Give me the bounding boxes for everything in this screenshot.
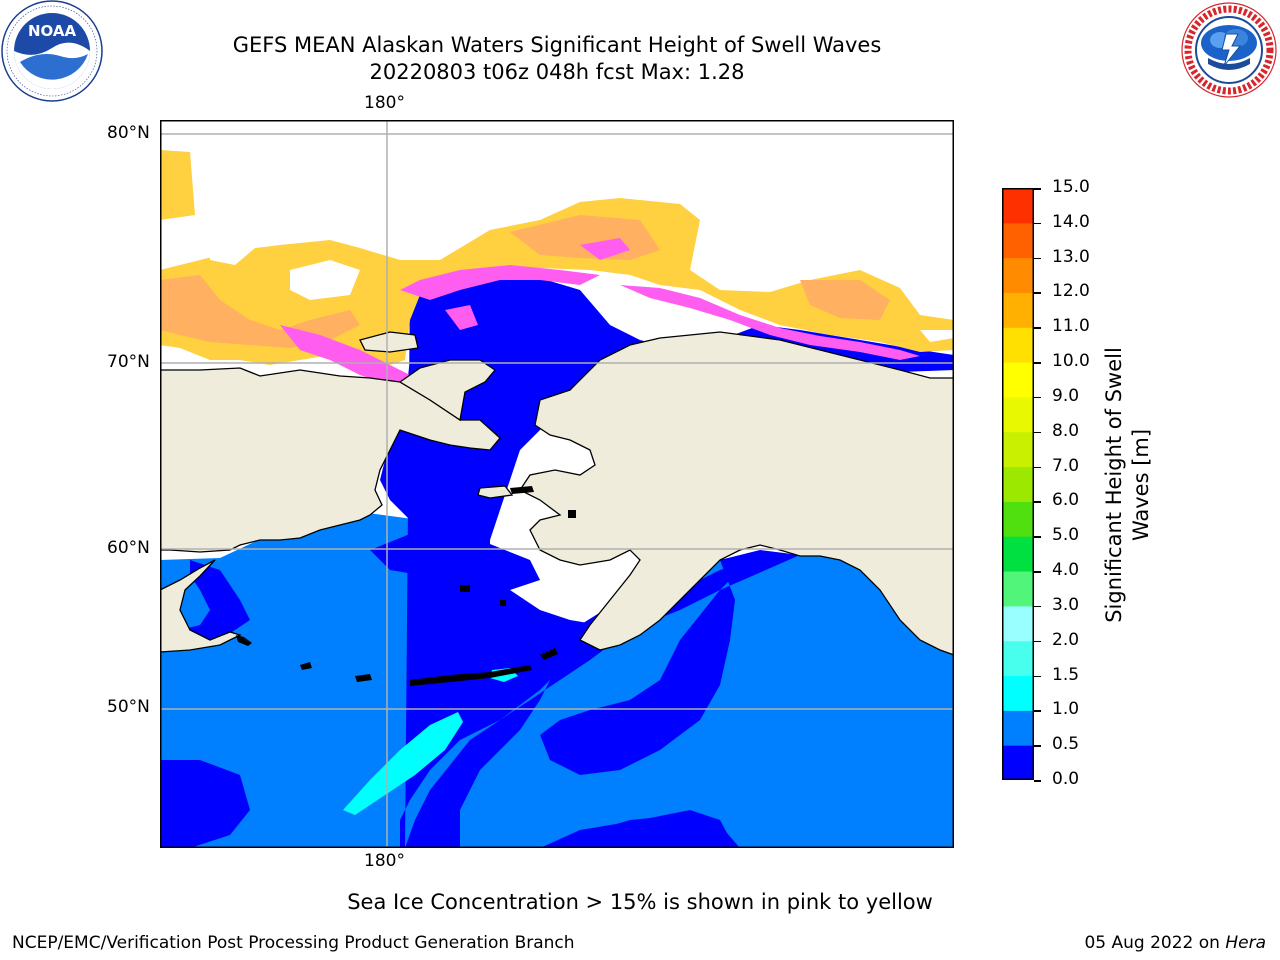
lat-label-70: 70°N	[107, 352, 150, 372]
nws-logo-icon	[1181, 2, 1277, 98]
colorbar	[1002, 188, 1034, 780]
noaa-logo-icon: NOAA	[1, 0, 103, 102]
colorbar-cell-14	[1002, 257, 1034, 293]
colorbar-tick-label: 15.0	[1052, 177, 1090, 197]
colorbar-tick-label: 8.0	[1052, 420, 1080, 441]
colorbar-tick-label: 13.0	[1052, 246, 1090, 267]
colorbar-tick-mark	[1034, 257, 1041, 260]
map-gridlines	[160, 120, 954, 848]
colorbar-tick-label: 0.0	[1052, 769, 1080, 789]
land-wrangel-island	[359, 331, 419, 353]
colorbar-cell-16	[1002, 188, 1034, 224]
colorbar-tick-mark	[1034, 571, 1041, 573]
colorbar-tick-label: 4.0	[1052, 560, 1080, 581]
colorbar-tick-mark	[1034, 640, 1041, 643]
ocean-low-swell-kamchatka	[160, 560, 250, 652]
ocean-low-swell-sw	[160, 760, 250, 848]
chart-subtitle: 20220803 t06z 048h fcst Max: 1.28	[369, 60, 745, 84]
colorbar-title-line1: Significant Height of Swell	[1102, 347, 1126, 623]
ocean-low-swell-north-gulf	[540, 550, 800, 775]
ocean-cyan-swell	[343, 712, 463, 815]
colorbar-tick-mark	[1034, 327, 1041, 329]
footer-credit: NCEP/EMC/Verification Post Processing Pr…	[12, 933, 575, 953]
colorbar-tick-mark	[1034, 396, 1041, 399]
colorbar-tick-mark	[1034, 466, 1041, 469]
colorbar-tick-label: 2.0	[1052, 629, 1080, 650]
ocean-low-swell-bering	[380, 270, 750, 848]
colorbar-cell-11	[1002, 362, 1034, 398]
map-frame	[160, 120, 954, 848]
lat-label-80: 80°N	[107, 123, 150, 143]
colorbar-cell-12	[1002, 327, 1034, 363]
colorbar-tick-label: 1.0	[1052, 699, 1080, 720]
lon-label-top: 180°	[364, 93, 405, 113]
colorbar-cell-4	[1002, 605, 1034, 642]
colorbar-tick-label: 6.0	[1052, 490, 1080, 511]
ocean-low-swell-aleutian	[370, 530, 540, 590]
footer-date: 05 Aug 2022 on Hera	[1084, 933, 1266, 953]
lat-label-60: 60°N	[107, 538, 150, 558]
colorbar-cell-7	[1002, 501, 1034, 537]
colorbar-tick-mark	[1034, 605, 1041, 608]
swell-height-map	[160, 120, 954, 848]
colorbar-cell-15	[1002, 222, 1034, 259]
lat-label-50: 50°N	[107, 697, 150, 717]
colorbar-title-line2: Waves [m]	[1129, 428, 1153, 542]
colorbar-tick-label: 10.0	[1052, 351, 1090, 372]
land-siberia	[160, 367, 501, 553]
colorbar-tick-label: 0.5	[1052, 734, 1080, 755]
colorbar-tick-label: 9.0	[1052, 385, 1080, 406]
colorbar-cell-3	[1002, 640, 1034, 677]
colorbar-tick-label: 5.0	[1052, 525, 1080, 546]
colorbar-tick-label: 1.5	[1052, 664, 1080, 685]
colorbar-cell-9	[1002, 431, 1034, 468]
colorbar-cell-2	[1002, 675, 1034, 711]
colorbar-tick-label: 11.0	[1052, 316, 1090, 337]
colorbar-cell-8	[1002, 466, 1034, 502]
colorbar-tick-mark	[1034, 536, 1041, 538]
sea-ice-yellow	[160, 150, 954, 365]
lon-label-bottom: 180°	[364, 851, 405, 871]
colorbar-tick-label: 12.0	[1052, 281, 1090, 302]
land-kamchatka	[160, 559, 242, 653]
colorbar-cell-10	[1002, 396, 1034, 433]
colorbar-tick-mark	[1034, 188, 1041, 190]
footer-host: Hera	[1225, 933, 1266, 953]
colorbar-cell-1	[1002, 710, 1034, 746]
sea-ice-pink	[280, 238, 920, 432]
colorbar-tick-label: 14.0	[1052, 211, 1090, 232]
colorbar-cell-6	[1002, 536, 1034, 572]
sea-ice-orange	[160, 215, 890, 348]
noaa-logo-text: NOAA	[28, 22, 77, 40]
colorbar-tick-mark	[1034, 745, 1041, 747]
colorbar-cell-13	[1002, 292, 1034, 328]
land-chukotka-peninsula	[398, 359, 496, 422]
sea-ice-footnote: Sea Ice Concentration > 15% is shown in …	[347, 890, 933, 914]
colorbar-cell-5	[1002, 571, 1034, 607]
colorbar-tick-mark	[1034, 292, 1041, 294]
colorbar-tick-mark	[1034, 675, 1041, 678]
colorbar-tick-label: 7.0	[1052, 455, 1080, 476]
colorbar-tick-mark	[1034, 501, 1041, 503]
colorbar-cell-0	[1002, 745, 1034, 780]
land-st-lawrence-island	[477, 485, 514, 499]
colorbar-tick-mark	[1034, 431, 1041, 434]
colorbar-tick-mark	[1034, 222, 1041, 225]
colorbar-tick-label: 3.0	[1052, 594, 1080, 615]
chart-title: GEFS MEAN Alaskan Waters Significant Hei…	[232, 33, 882, 57]
colorbar-tick-mark	[1034, 780, 1041, 782]
colorbar-tick-mark	[1034, 362, 1041, 364]
colorbar-tick-mark	[1034, 710, 1041, 712]
footer-date-text: 05 Aug 2022 on	[1084, 933, 1220, 953]
